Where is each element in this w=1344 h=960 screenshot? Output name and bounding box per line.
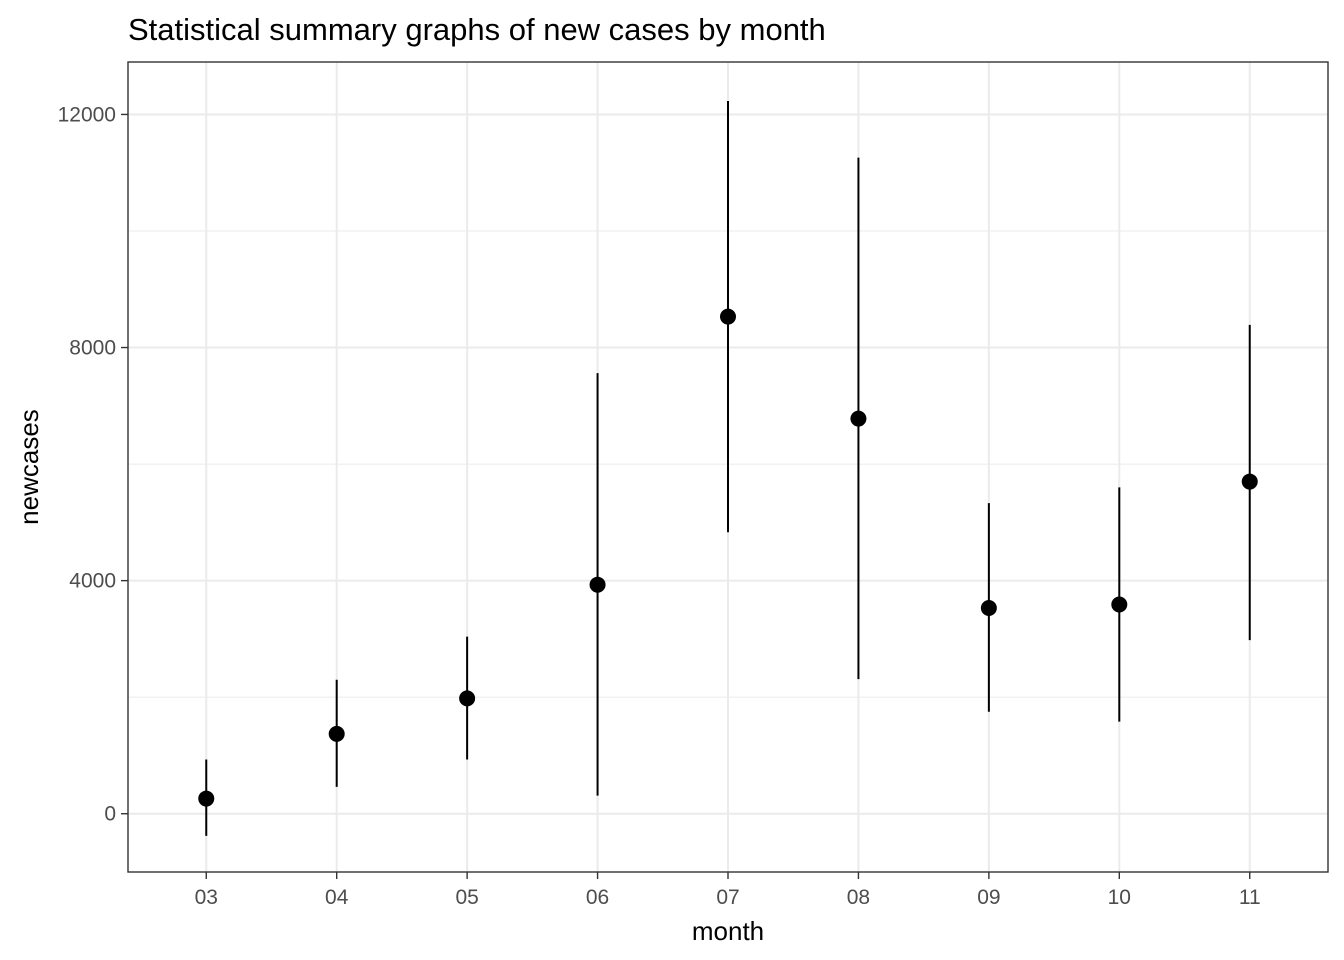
x-tick-label: 11 bbox=[1239, 886, 1261, 909]
mean-point bbox=[198, 790, 215, 807]
y-axis-title: newcases bbox=[14, 409, 44, 525]
x-axis-title: month bbox=[692, 916, 764, 946]
mean-point bbox=[980, 600, 997, 617]
mean-point bbox=[459, 690, 476, 707]
mean-point bbox=[328, 725, 345, 742]
x-tick-label: 08 bbox=[847, 886, 870, 909]
x-tick-label: 04 bbox=[325, 886, 349, 909]
mean-point bbox=[589, 576, 606, 593]
mean-point bbox=[720, 308, 736, 325]
x-tick-label: 05 bbox=[455, 886, 478, 909]
axes: 0 4000 8000 12000 03 04 05 06 07 08 09 10 11 bbox=[58, 103, 1261, 909]
mean-point bbox=[1241, 473, 1258, 490]
y-tick-label: 0 bbox=[104, 803, 116, 826]
mean-points bbox=[198, 308, 1258, 807]
y-tick-label: 12000 bbox=[58, 103, 116, 126]
mean-point bbox=[850, 410, 867, 427]
chart-title: Statistical summary graphs of new cases … bbox=[128, 12, 826, 47]
x-tick-label: 09 bbox=[977, 886, 1000, 909]
mean-point bbox=[1111, 596, 1128, 613]
y-tick-label: 4000 bbox=[69, 570, 116, 593]
x-tick-label: 10 bbox=[1108, 886, 1131, 909]
x-tick-label: 03 bbox=[195, 886, 218, 909]
x-tick-label: 07 bbox=[716, 886, 739, 909]
y-tick-label: 8000 bbox=[69, 337, 116, 360]
x-tick-label: 06 bbox=[586, 886, 609, 909]
